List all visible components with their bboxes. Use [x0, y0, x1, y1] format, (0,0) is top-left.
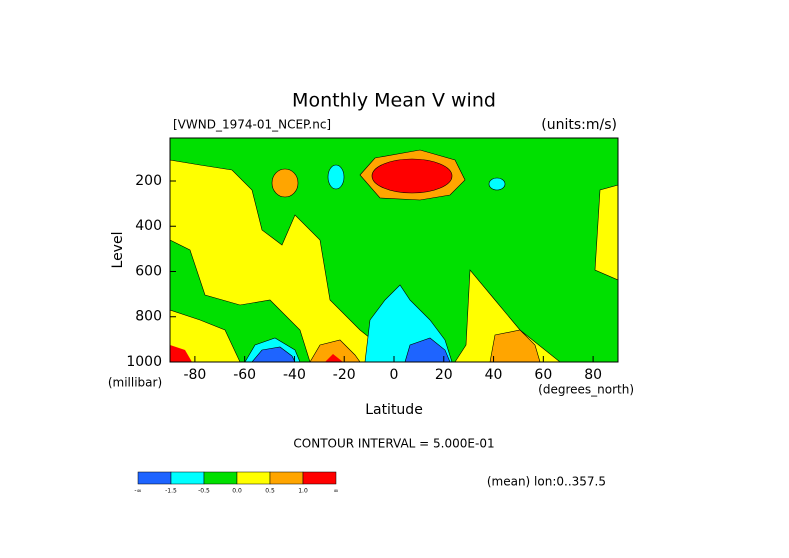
- x-tick-label: 0: [390, 367, 399, 383]
- y-tick-label: 600: [135, 263, 162, 279]
- footnote: (mean) lon:0..357.5: [487, 475, 606, 489]
- contour-region: [169, 239, 311, 363]
- contour-region: [170, 345, 192, 362]
- y-axis-label: Level: [110, 232, 126, 269]
- colorbar-swatch: [269, 471, 304, 485]
- y-axis-unit: (millibar): [108, 376, 162, 390]
- colorbar-swatch: [203, 471, 238, 485]
- contour-region: [488, 177, 506, 191]
- x-axis-label: Latitude: [365, 402, 423, 418]
- x-tick-label: 20: [435, 367, 453, 383]
- colorbar-swatch: [236, 471, 271, 485]
- colorbar-label: 1.0: [298, 488, 308, 495]
- contour-field: [169, 137, 619, 363]
- chart-title: Monthly Mean V wind: [292, 90, 496, 112]
- contour-region: [271, 168, 299, 198]
- x-tick-label: -80: [183, 367, 206, 383]
- y-tick-label: 1000: [126, 354, 162, 370]
- y-tick-label: 400: [135, 218, 162, 234]
- colorbar-swatch: [170, 471, 205, 485]
- colorbar-label: -∞: [134, 488, 141, 495]
- contour-region: [325, 354, 343, 362]
- colorbar-label: 0.0: [232, 488, 242, 495]
- x-tick-label: -60: [233, 367, 256, 383]
- x-tick-label: -40: [283, 367, 306, 383]
- colorbar-swatch: [302, 471, 337, 485]
- colorbar-label: -0.5: [198, 488, 210, 495]
- x-tick-label: 40: [485, 367, 503, 383]
- contour-region: [371, 158, 453, 194]
- x-tick-label: -20: [333, 367, 356, 383]
- colorbar-label: ∞: [334, 488, 339, 495]
- x-tick-label: 80: [584, 367, 602, 383]
- y-tick-label: 800: [135, 309, 162, 325]
- colorbar-label: 0.5: [265, 488, 275, 495]
- colorbar-swatch: [137, 471, 172, 485]
- units: (units:m/s): [541, 117, 617, 133]
- contour-note: CONTOUR INTERVAL = 5.000E-01: [293, 437, 494, 451]
- x-axis-unit: (degrees_north): [538, 383, 634, 397]
- x-tick-label: 60: [534, 367, 552, 383]
- contour-region: [327, 164, 345, 190]
- subtitle: [VWND_1974-01_NCEP.nc]: [173, 118, 331, 132]
- y-tick-label: 200: [135, 173, 162, 189]
- colorbar-label: -1.5: [165, 488, 177, 495]
